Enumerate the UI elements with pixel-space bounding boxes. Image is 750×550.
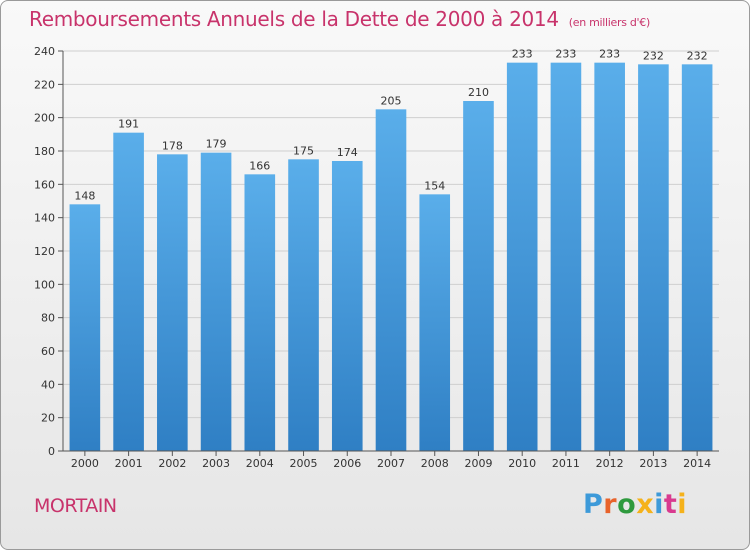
bar-value-label: 233 xyxy=(599,48,620,61)
chart-subtitle: (en milliers d'€) xyxy=(568,16,650,29)
bar-value-label: 148 xyxy=(74,189,95,202)
bar xyxy=(419,194,451,452)
logo-letter: t xyxy=(663,489,678,520)
bar xyxy=(157,154,188,452)
bar-value-label: 232 xyxy=(643,49,664,62)
bar-value-label: 174 xyxy=(337,146,358,159)
x-tick-label: 2001 xyxy=(115,457,143,470)
chart-title: Remboursements Annuels de la Dette de 20… xyxy=(29,7,650,31)
logo-letter: o xyxy=(617,489,637,520)
x-tick-label: 2008 xyxy=(421,457,449,470)
bar xyxy=(550,62,582,452)
y-tick-label: 20 xyxy=(41,412,55,425)
bar xyxy=(594,62,625,452)
logo-letter: i xyxy=(654,489,664,520)
x-tick-label: 2011 xyxy=(552,457,580,470)
bar xyxy=(200,152,232,451)
x-tick-label: 2006 xyxy=(333,457,361,470)
bar xyxy=(638,64,669,452)
x-tick-label: 2007 xyxy=(377,457,405,470)
bar-value-label: 233 xyxy=(512,48,533,61)
x-tick-label: 2010 xyxy=(508,457,536,470)
logo-letter: x xyxy=(636,489,655,520)
city-name: MORTAIN xyxy=(34,495,117,517)
y-tick-label: 60 xyxy=(41,345,55,358)
bar xyxy=(69,204,101,451)
y-tick-label: 100 xyxy=(34,278,55,291)
x-tick-label: 2003 xyxy=(202,457,230,470)
bar xyxy=(463,101,494,451)
bar-value-label: 175 xyxy=(293,144,314,157)
bar-value-label: 191 xyxy=(118,118,139,131)
bar xyxy=(681,64,713,452)
y-tick-label: 160 xyxy=(34,178,55,191)
logo-letter: r xyxy=(603,489,618,520)
y-axis: 0 20 40 60 80 100 120 140 160 180 200 220 240 xyxy=(34,45,64,458)
y-tick-label: 120 xyxy=(34,245,55,258)
y-tick-label: 180 xyxy=(34,145,55,158)
bar-value-label: 232 xyxy=(687,49,708,62)
y-tick-label: 40 xyxy=(41,378,55,391)
proxiti-logo: Proxiti xyxy=(583,489,687,520)
bar-value-label: 210 xyxy=(468,86,489,99)
bar xyxy=(244,174,276,452)
y-tick-label: 220 xyxy=(34,78,55,91)
y-tick-label: 80 xyxy=(41,312,55,325)
bar xyxy=(506,62,538,452)
bar-series: 148 191 178 179 166 175 174 205 154 210 233 233 233 2… xyxy=(69,48,713,452)
chart-title-text: Remboursements Annuels de la Dette de 20… xyxy=(29,7,559,31)
logo-letter: P xyxy=(583,489,604,520)
bar-value-label: 166 xyxy=(249,159,270,172)
y-tick-label: 0 xyxy=(48,445,55,458)
bar xyxy=(288,159,319,452)
x-tick-label: 2014 xyxy=(683,457,711,470)
bar-value-label: 179 xyxy=(206,138,227,151)
bar-value-label: 154 xyxy=(424,179,445,192)
x-tick-label: 2004 xyxy=(246,457,274,470)
x-tick-label: 2012 xyxy=(596,457,624,470)
bar xyxy=(113,132,144,451)
x-tick-label: 2013 xyxy=(639,457,667,470)
bar-value-label: 233 xyxy=(555,48,576,61)
bar-value-label: 205 xyxy=(381,94,402,107)
x-tick-label: 2002 xyxy=(158,457,186,470)
x-axis: 2000 2001 2002 2003 2004 2005 2006 2007 2008 2009… xyxy=(63,450,719,470)
bar xyxy=(331,161,363,451)
bar-value-label: 178 xyxy=(162,139,183,152)
y-tick-label: 200 xyxy=(34,112,55,125)
logo-letter: i xyxy=(677,489,688,520)
x-tick-label: 2009 xyxy=(464,457,492,470)
x-tick-label: 2000 xyxy=(71,457,99,470)
x-tick-label: 2005 xyxy=(290,457,318,470)
y-tick-label: 240 xyxy=(34,45,55,58)
y-tick-label: 140 xyxy=(34,212,55,225)
bar xyxy=(375,109,407,451)
